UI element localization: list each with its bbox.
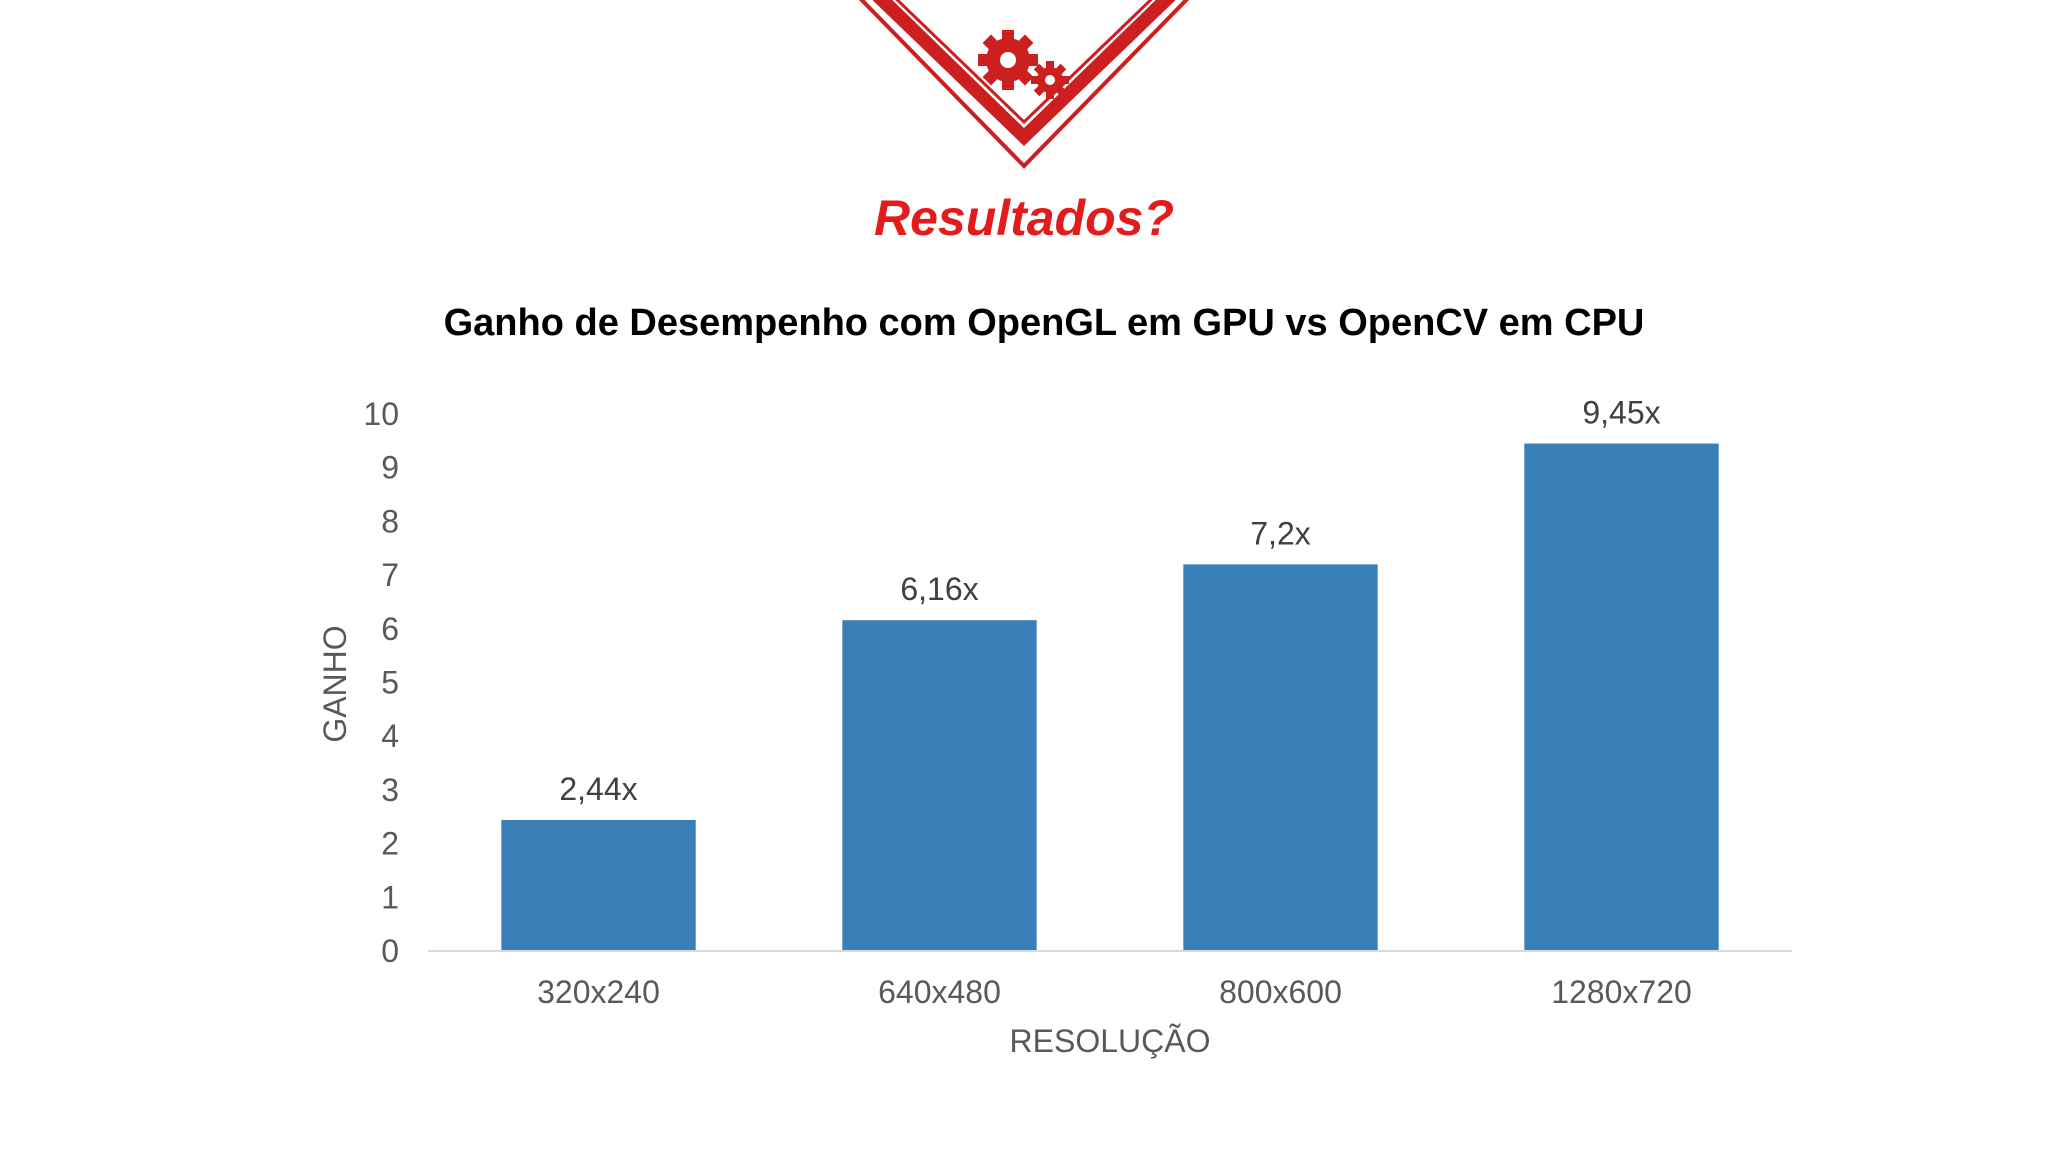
- y-tick-labels: 0 1 2 3 4 5 6 7 8 9 10: [363, 396, 399, 969]
- y-tick-label: 2: [381, 826, 399, 862]
- y-tick-label: 5: [381, 665, 399, 701]
- x-tick-label: 320x240: [537, 974, 660, 1010]
- y-tick-label: 4: [381, 718, 399, 754]
- chart-title: Ganho de Desempenho com OpenGL em GPU vs…: [444, 302, 1645, 344]
- x-axis-label: RESOLUÇÃO: [1010, 1023, 1211, 1059]
- x-tick-label: 1280x720: [1551, 974, 1692, 1010]
- banner-chevron: [858, 0, 1190, 169]
- bars: [501, 443, 1719, 951]
- bar-320x240: [501, 819, 696, 951]
- x-tick-label: 800x600: [1219, 974, 1342, 1010]
- y-tick-label: 9: [381, 450, 399, 486]
- y-tick-label: 8: [381, 503, 399, 539]
- y-tick-label: 0: [381, 933, 399, 969]
- y-tick-label: 10: [363, 396, 399, 432]
- chevron-inner-line: [895, 0, 1153, 125]
- gears-icon: [978, 30, 1069, 99]
- y-axis-label: GANHO: [317, 625, 353, 742]
- bar-1280x720: [1524, 443, 1719, 951]
- y-tick-label: 6: [381, 611, 399, 647]
- data-label: 6,16x: [900, 571, 978, 607]
- data-label: 2,44x: [559, 771, 637, 807]
- data-label: 9,45x: [1582, 395, 1660, 431]
- data-label: 7,2x: [1250, 515, 1310, 551]
- x-tick-label: 640x480: [878, 974, 1001, 1010]
- y-tick-label: 1: [381, 879, 399, 915]
- chevron-outer-line: [858, 0, 1190, 169]
- x-tick-labels: 320x240 640x480 800x600 1280x720: [537, 974, 1692, 1010]
- slide-heading: Resultados?: [873, 190, 1175, 246]
- data-labels: 2,44x 6,16x 7,2x 9,45x: [559, 395, 1660, 807]
- y-tick-label: 3: [381, 772, 399, 808]
- y-tick-label: 7: [381, 557, 399, 593]
- bar-800x600: [1183, 564, 1378, 951]
- chevron-band: [872, 0, 1176, 146]
- bar-640x480: [842, 620, 1037, 951]
